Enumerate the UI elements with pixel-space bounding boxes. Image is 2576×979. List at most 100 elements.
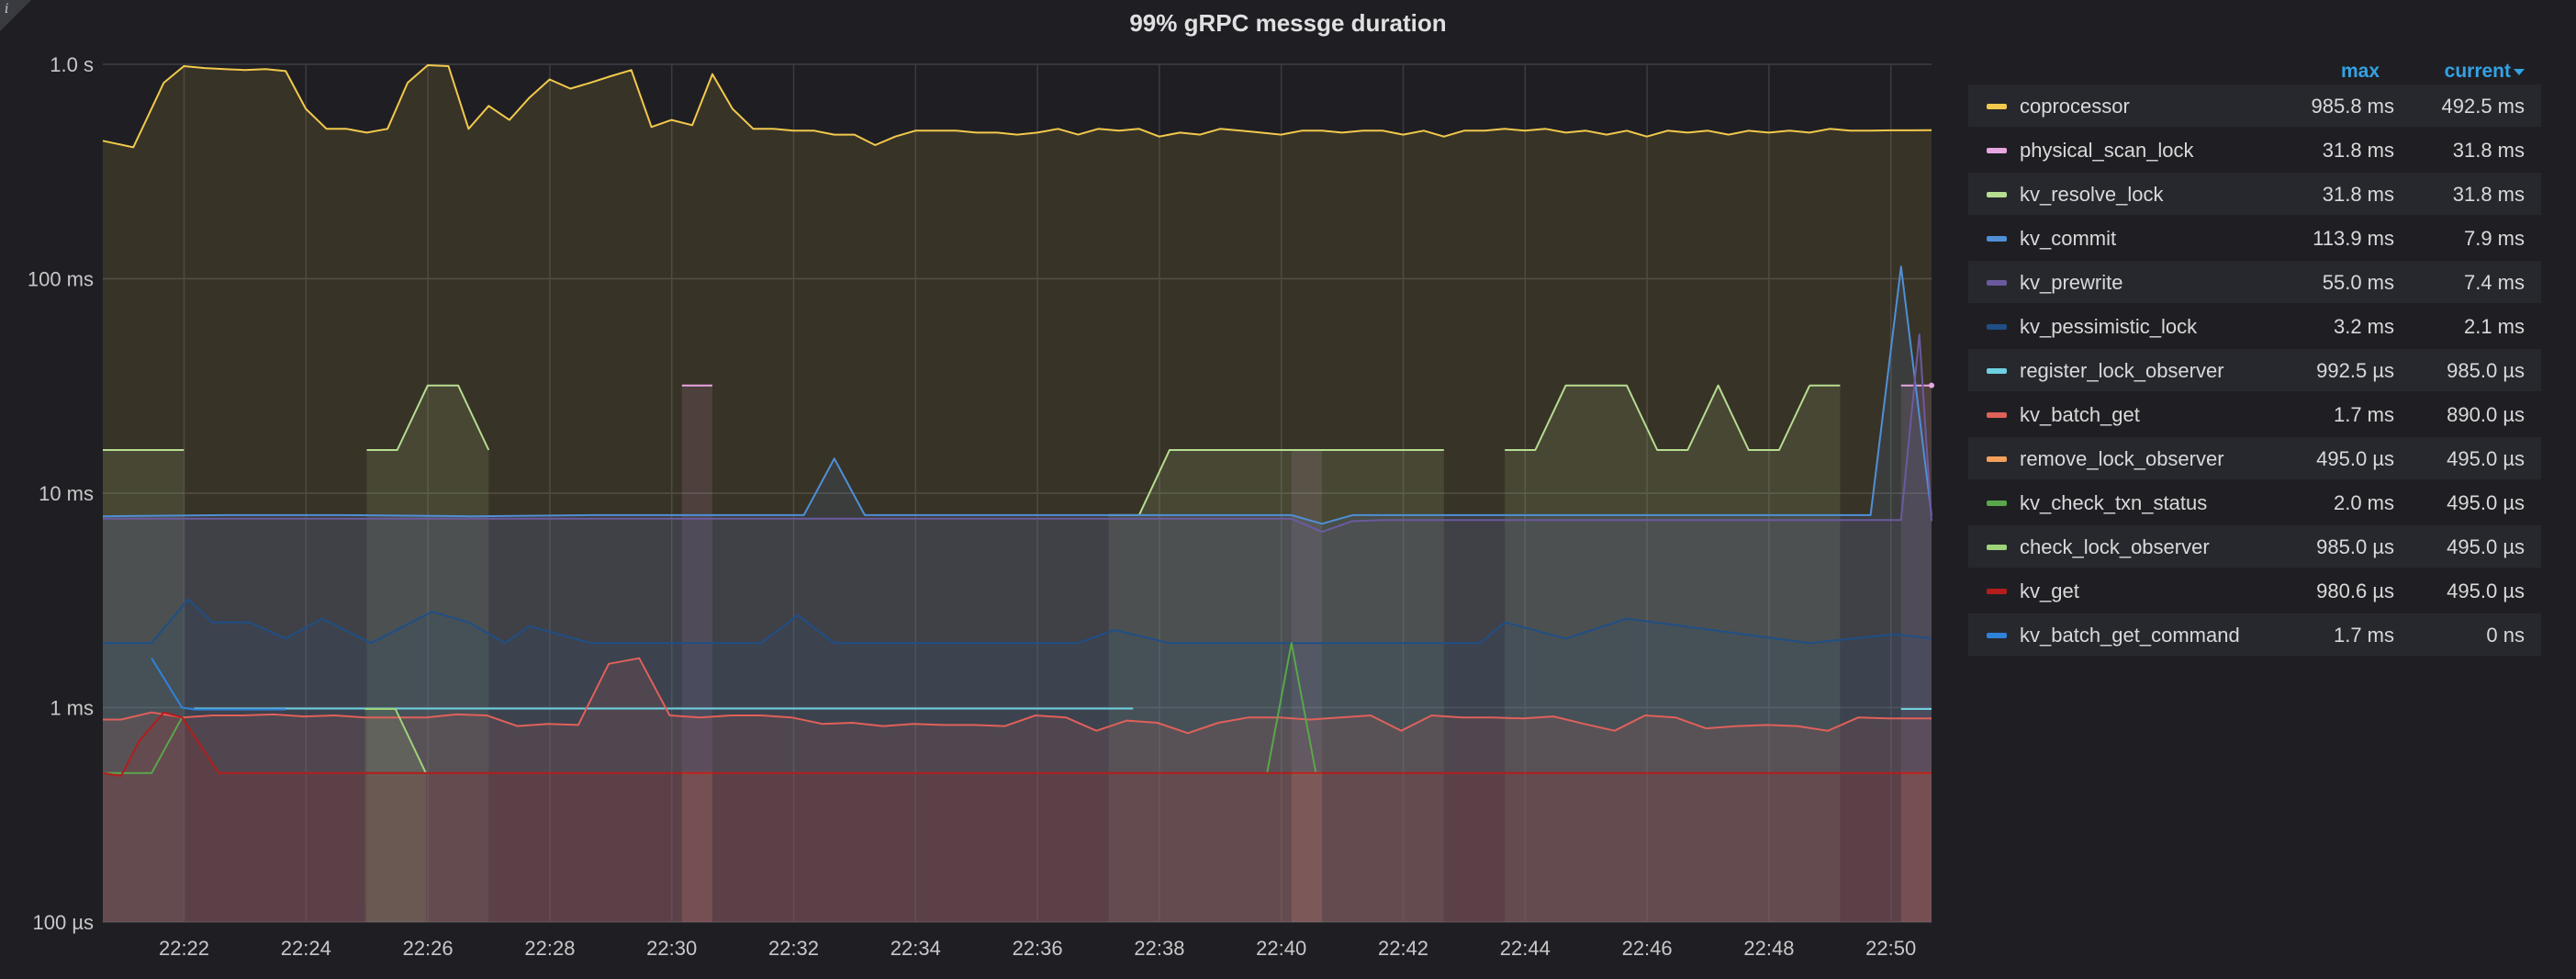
legend-item[interactable]: kv_prewrite 55.0 ms 7.4 ms [1968, 261, 2541, 303]
legend-current-value: 0 ns [2486, 624, 2525, 647]
x-tick-label: 22:48 [1743, 937, 1794, 960]
series-area-kv_commit [103, 266, 1932, 922]
legend-item[interactable]: kv_resolve_lock 31.8 ms 31.8 ms [1968, 173, 2541, 215]
legend-series-name[interactable]: kv_get [2020, 580, 2079, 602]
legend-swatch [1987, 280, 2007, 286]
series-lines [102, 64, 1934, 777]
y-axis: 1.0 s 100 ms 10 ms 1 ms 100 µs [28, 53, 94, 934]
legend-item[interactable]: kv_commit 113.9 ms 7.9 ms [1968, 217, 2541, 259]
legend-series-name[interactable]: register_lock_observer [2020, 359, 2224, 382]
legend-swatch [1987, 104, 2007, 109]
legend-max-value: 1.7 ms [2333, 403, 2394, 426]
legend-item[interactable]: check_lock_observer 985.0 µs 495.0 µs [1968, 525, 2541, 568]
x-tick-label: 22:46 [1622, 937, 1673, 960]
legend-swatch [1987, 545, 2007, 550]
legend-max-value: 985.8 ms [2311, 95, 2395, 118]
x-tick-label: 22:32 [768, 937, 819, 960]
y-tick-label: 10 ms [39, 482, 94, 505]
legend-series-name[interactable]: physical_scan_lock [2020, 139, 2194, 162]
series-line-kv_pessimistic_lock [103, 598, 1932, 645]
legend-swatch [1987, 324, 2007, 330]
legend-max-value: 2.0 ms [2333, 491, 2394, 514]
legend-item[interactable]: kv_batch_get 1.7 ms 890.0 µs [1968, 393, 2541, 435]
legend-current-value: 31.8 ms [2452, 183, 2525, 206]
legend-item[interactable]: coprocessor 985.8 ms 492.5 ms [1968, 84, 2541, 127]
series-area-kv_batch_get [103, 658, 1932, 922]
legend-swatch [1987, 633, 2007, 638]
legend-swatch [1987, 501, 2007, 506]
legend-series-name[interactable]: kv_check_txn_status [2020, 491, 2208, 514]
legend-series-name[interactable]: kv_pessimistic_lock [2020, 315, 2198, 338]
legend-max-value: 113.9 ms [2313, 227, 2394, 250]
legend-max-value: 55.0 ms [2322, 271, 2394, 294]
legend-series-name[interactable]: kv_commit [2020, 227, 2117, 250]
series-area-kv_pessimistic_lock [103, 599, 1932, 922]
legend-item[interactable]: physical_scan_lock 31.8 ms 31.8 ms [1968, 129, 2541, 171]
legend-series-name[interactable]: kv_batch_get_command [2020, 624, 2240, 647]
legend-header-current[interactable]: current [2445, 61, 2525, 83]
x-tick-label: 22:40 [1256, 937, 1306, 960]
legend-current-value: 495.0 µs [2447, 580, 2525, 602]
legend-current-value: 495.0 µs [2447, 535, 2525, 558]
x-tick-label: 22:44 [1500, 937, 1551, 960]
legend-max-value: 31.8 ms [2322, 139, 2394, 162]
legend-header-max[interactable]: max [2340, 61, 2380, 82]
series-area-remove_lock_observer [1291, 772, 1322, 922]
series-area-physical_scan_lock [1291, 450, 1322, 922]
series-line-kv_commit [102, 265, 1932, 525]
x-tick-label: 22:26 [403, 937, 454, 960]
x-tick-label: 22:22 [159, 937, 209, 960]
legend-swatch [1987, 589, 2007, 594]
legend-item[interactable]: remove_lock_observer 495.0 µs 495.0 µs [1968, 437, 2541, 479]
sort-desc-icon [2514, 68, 2525, 75]
legend-item[interactable]: kv_batch_get_command 1.7 ms 0 ns [1968, 613, 2541, 656]
series-line-kv_get [102, 711, 1932, 777]
legend-series-name[interactable]: kv_batch_get [2020, 403, 2140, 426]
legend-current-value: 31.8 ms [2452, 139, 2525, 162]
series-line-coprocessor [102, 64, 1932, 149]
legend-series-name[interactable]: kv_prewrite [2020, 271, 2123, 294]
legend-item[interactable]: kv_pessimistic_lock 3.2 ms 2.1 ms [1968, 305, 2541, 347]
legend-current-value: 2.1 ms [2463, 315, 2525, 338]
legend-swatch [1987, 412, 2007, 418]
legend-swatch [1987, 192, 2007, 197]
x-tick-label: 22:28 [524, 937, 575, 960]
series-line-kv_resolve_lock [1108, 449, 1444, 516]
series-area-remove_lock_observer [1900, 772, 1932, 922]
info-icon[interactable]: i [5, 2, 9, 17]
series-line-kv_prewrite [103, 333, 1932, 534]
legend-current-value: 495.0 µs [2447, 447, 2525, 470]
legend-current-value: 890.0 µs [2447, 403, 2525, 426]
series-area-physical_scan_lock [1900, 385, 1932, 922]
legend-item[interactable]: kv_get 980.6 µs 495.0 µs [1968, 569, 2541, 612]
legend-max-value: 1.7 ms [2333, 624, 2394, 647]
legend-series-name[interactable]: kv_resolve_lock [2020, 183, 2164, 206]
legend-swatch [1987, 236, 2007, 242]
series-line-check_lock_observer [364, 708, 427, 774]
legend-item[interactable]: kv_check_txn_status 2.0 ms 495.0 µs [1968, 481, 2541, 523]
series-area-remove_lock_observer [681, 772, 712, 922]
legend-max-value: 980.6 µs [2316, 580, 2394, 602]
legend-max-value: 495.0 µs [2316, 447, 2394, 470]
series-line-kv_resolve_lock [1505, 384, 1811, 451]
legend-series-name[interactable]: check_lock_observer [2020, 535, 2210, 558]
legend-max-value: 31.8 ms [2322, 183, 2394, 206]
legend-item[interactable]: register_lock_observer 992.5 µs 985.0 µs [1968, 349, 2541, 391]
legend-series-name[interactable]: remove_lock_observer [2020, 447, 2224, 470]
legend-header-current-label: current [2444, 61, 2511, 82]
y-tick-label: 1.0 s [50, 53, 94, 76]
legend-series-name[interactable]: coprocessor [2020, 95, 2130, 118]
x-tick-label: 22:50 [1865, 937, 1916, 960]
legend-swatch [1987, 148, 2007, 153]
legend-swatch [1987, 368, 2007, 374]
info-corner[interactable] [0, 0, 31, 31]
legend-current-value: 492.5 ms [2441, 95, 2526, 118]
x-tick-label: 22:24 [281, 937, 331, 960]
series-area-kv_prewrite [103, 334, 1932, 923]
legend: max current coprocessor 985.8 ms 492.5 ms p… [1968, 57, 2541, 658]
series-area-kv_resolve_lock [1108, 450, 1444, 922]
legend-swatch [1987, 456, 2007, 462]
x-axis: 22:22 22:24 22:26 22:28 22:30 22:32 22:34 22:36… [159, 937, 1916, 960]
grid-lines [103, 63, 1932, 923]
